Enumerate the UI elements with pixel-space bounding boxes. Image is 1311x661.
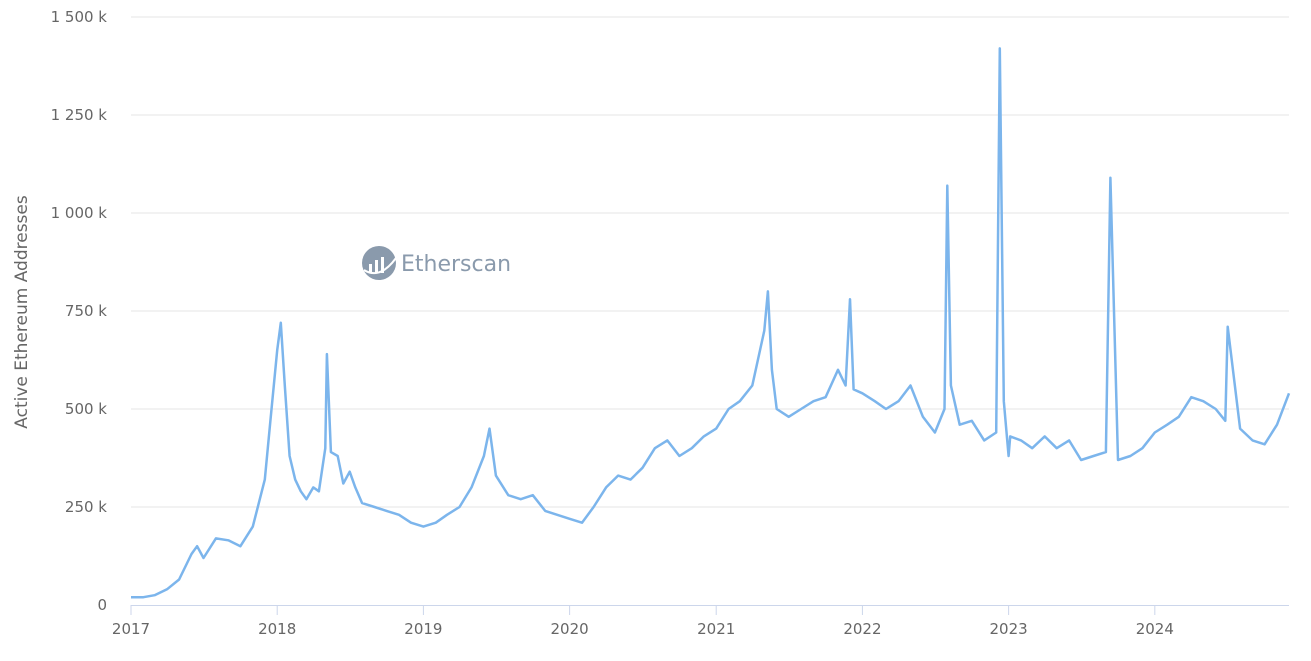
etherscan-logo-icon	[362, 246, 397, 280]
x-tick-label: 2018	[258, 620, 296, 638]
x-axis: 2017 2018 2019 2020 2021 2022 2023 2024	[112, 605, 1289, 638]
x-tick-label: 2022	[843, 620, 881, 638]
y-tick-label: 750 k	[65, 302, 107, 320]
x-tick-label: 2024	[1136, 620, 1174, 638]
y-axis-title: Active Ethereum Addresses	[12, 195, 32, 429]
x-tick-label: 2021	[697, 620, 735, 638]
y-tick-label: 1 000 k	[51, 204, 108, 222]
y-tick-label: 250 k	[65, 498, 107, 516]
x-tick-label: 2023	[990, 620, 1028, 638]
y-tick-label: 1 250 k	[51, 106, 108, 124]
y-axis-tick-labels: 0 250 k 500 k 750 k 1 000 k 1 250 k 1 500 k	[51, 8, 108, 614]
series-line	[131, 47, 1291, 599]
y-tick-label: 1 500 k	[51, 8, 108, 26]
grid-lines	[131, 16, 1289, 508]
x-tick-label: 2017	[112, 620, 150, 638]
x-tick-label: 2019	[404, 620, 442, 638]
watermark-text: Etherscan	[401, 252, 511, 277]
y-tick-label: 500 k	[65, 400, 107, 418]
etherscan-watermark: Etherscan	[362, 246, 511, 280]
y-tick-label: 0	[97, 596, 107, 614]
x-tick-label: 2020	[551, 620, 589, 638]
